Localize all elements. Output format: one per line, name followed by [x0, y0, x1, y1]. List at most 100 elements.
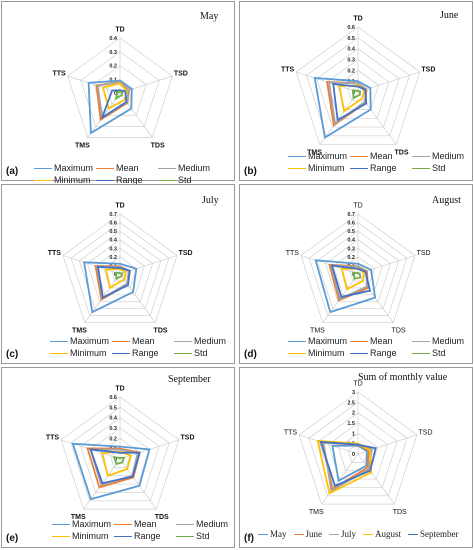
- legend-item-june: June: [293, 528, 322, 540]
- grid-ring: [78, 230, 162, 310]
- legend-row: Maximum Mean Medium: [50, 335, 236, 347]
- legend-label: Std: [178, 175, 192, 185]
- legend-swatch: [363, 534, 374, 536]
- legend-item-range: Range: [112, 347, 174, 359]
- axis-label: TD: [115, 203, 124, 210]
- axis-label: TSD: [417, 250, 431, 257]
- legend-swatch: [50, 353, 68, 355]
- axis-label: TD: [353, 16, 362, 23]
- grid-ring: [318, 412, 398, 488]
- tick-label: 0.2: [109, 255, 117, 261]
- tick-label: 0.2: [109, 436, 117, 442]
- panel-label: (d): [244, 349, 257, 360]
- legend-row: Minimum Range Std: [288, 162, 474, 174]
- grid-ring: [306, 37, 410, 137]
- legend-swatch: [329, 534, 339, 536]
- legend-item-minimum: Minimum: [50, 347, 112, 359]
- tick-label: 2: [352, 411, 355, 417]
- legend-item-medium: Medium: [158, 162, 220, 174]
- legend-item-maximum: Maximum: [52, 518, 114, 530]
- legend-row: Minimum Range Std: [34, 174, 220, 186]
- series-std: [114, 90, 124, 101]
- axis-spoke: [357, 71, 420, 93]
- tick-label: 0.4: [109, 36, 118, 42]
- legend-swatch: [412, 353, 430, 355]
- axis-spoke: [357, 453, 395, 505]
- chart-title: Sum of monthly value: [358, 372, 448, 383]
- legend-swatch: [288, 341, 306, 343]
- legend-item-mean: Mean: [96, 162, 158, 174]
- legend-swatch: [408, 534, 419, 536]
- grid-ring: [60, 396, 180, 510]
- legend-item-minimum: Minimum: [34, 174, 96, 186]
- tick-label: 0.5: [347, 36, 355, 42]
- series-maximum: [87, 79, 133, 135]
- legend-label: Range: [370, 348, 397, 358]
- legend-item-medium: Medium: [176, 518, 238, 530]
- legend-label: Range: [116, 175, 143, 185]
- legend-label: Medium: [432, 151, 465, 161]
- axis-label: TDS: [155, 514, 169, 521]
- axis-label: TDS: [151, 142, 165, 149]
- legend-swatch: [158, 168, 176, 170]
- tick-label: 0.5: [109, 405, 117, 411]
- grid-ring: [333, 247, 383, 296]
- legend: Maximum Mean Medium Minimum Range Std: [52, 518, 238, 542]
- axis-label: TD: [353, 381, 362, 388]
- legend-label: Mean: [132, 336, 155, 346]
- legend-label: Mean: [116, 163, 139, 173]
- legend-swatch: [176, 536, 194, 538]
- legend-swatch: [288, 353, 306, 355]
- tick-label: 3: [352, 390, 355, 396]
- legend-item-september: September: [408, 528, 459, 540]
- tick-label: 0.7: [347, 212, 355, 218]
- axis-label: TTS: [46, 435, 60, 442]
- axis-spoke: [119, 273, 156, 323]
- legend-swatch: [96, 168, 114, 170]
- legend-item-std: Std: [412, 347, 474, 359]
- axis-label: TTS: [286, 250, 300, 257]
- grid-ring: [316, 230, 400, 310]
- grid-ring: [308, 222, 408, 316]
- legend-row: Maximum Mean Medium: [288, 335, 474, 347]
- legend-label: Std: [196, 531, 210, 541]
- legend-item-mean: Mean: [350, 335, 412, 347]
- legend-swatch: [34, 180, 52, 182]
- legend-row: Minimum Range Std: [50, 347, 236, 359]
- series-september: [319, 440, 377, 487]
- grid-ring: [80, 51, 160, 127]
- axis-label: TMS: [72, 327, 87, 334]
- series-std: [351, 89, 361, 100]
- tick-label: 0.3: [347, 58, 355, 64]
- tick-label: 0.6: [109, 395, 117, 401]
- axis-label: TTS: [284, 430, 298, 437]
- legend-label: Range: [132, 348, 159, 358]
- axis-label: TSD: [419, 430, 433, 437]
- tick-label: 0: [114, 91, 117, 97]
- legend-swatch: [176, 524, 194, 526]
- tick-label: 0.3: [347, 246, 355, 252]
- grid-ring: [316, 48, 400, 128]
- legend-swatch: [412, 341, 430, 343]
- radar-panel-july: TD TSD TDS TMS TTS 0 0.1 0.2 0.3 0.4 0.5 0.6 0.7 Jul…: [1, 184, 235, 364]
- tick-label: 0.3: [109, 426, 117, 432]
- legend-label: Minimum: [308, 163, 345, 173]
- legend-item-mean: Mean: [114, 518, 176, 530]
- legend-label: Medium: [194, 336, 227, 346]
- legend-item-range: Range: [114, 530, 176, 542]
- legend-swatch: [350, 168, 368, 170]
- legend-label: Minimum: [70, 348, 107, 358]
- legend-label: Std: [432, 163, 446, 173]
- legend-label: August: [375, 529, 402, 539]
- legend-label: September: [420, 529, 459, 539]
- legend-item-maximum: Maximum: [50, 335, 112, 347]
- axis-label: TDS: [154, 327, 168, 334]
- series-maximum: [314, 259, 377, 314]
- legend-row: Maximum Mean Medium: [288, 150, 474, 162]
- legend-row: Minimum Range Std: [288, 347, 474, 359]
